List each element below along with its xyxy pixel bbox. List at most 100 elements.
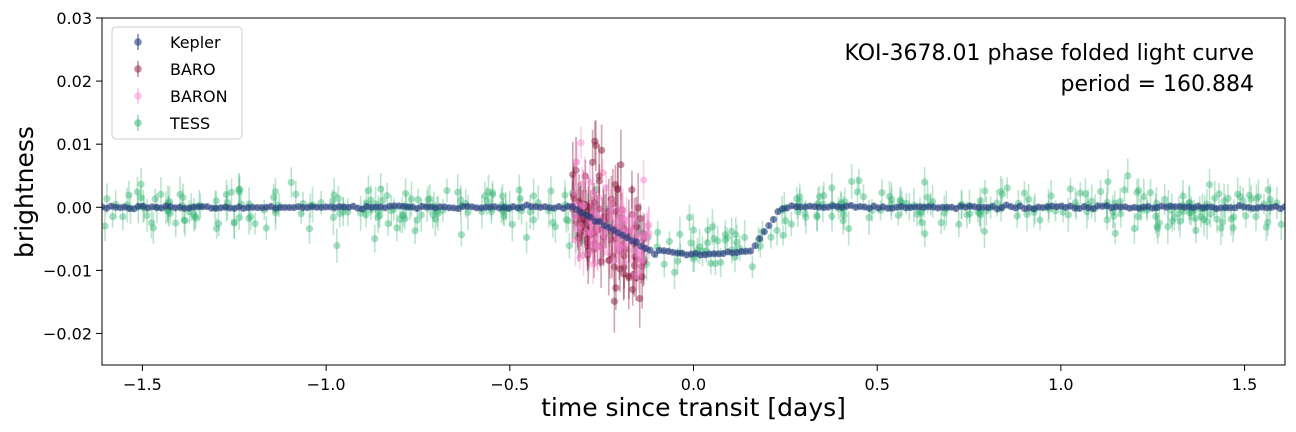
tess-data-point: [704, 226, 712, 234]
baron-data-point: [643, 223, 651, 231]
baron-data-point: [585, 248, 593, 257]
x-tick-label: −1.0: [307, 375, 346, 394]
tess-data-point: [1234, 190, 1242, 198]
baro-data-point: [616, 265, 624, 273]
baron-data-point: [589, 189, 598, 197]
baro-data-point: [631, 223, 639, 231]
tess-data-point: [828, 212, 836, 220]
tess-data-point: [813, 211, 821, 219]
chart-annotation-period: period = 160.884: [1061, 72, 1254, 97]
tess-data-point: [262, 224, 270, 232]
tess-data-point: [401, 215, 409, 223]
tess-data-point: [1230, 213, 1238, 221]
tess-data-point: [1130, 224, 1138, 233]
baro-data-point: [628, 210, 636, 219]
tess-data-point: [500, 212, 508, 220]
tess-data-point: [191, 212, 199, 221]
tess-data-point: [547, 187, 555, 195]
tess-data-point: [796, 193, 804, 201]
tess-data-point: [728, 227, 736, 236]
baro-data-point: [611, 235, 620, 243]
baro-data-point: [633, 255, 641, 264]
baro-data-point: [595, 172, 603, 180]
baron-data-point: [621, 241, 629, 250]
series-tess: [102, 158, 1285, 290]
baro-data-point: [606, 256, 614, 264]
baro-data-point: [630, 261, 639, 270]
y-axis: −0.02 −0.01 0.00 0.01 0.02 0.03: [43, 9, 102, 343]
tess-data-point: [143, 211, 151, 220]
baron-data-point: [577, 139, 585, 147]
tess-data-point: [1252, 194, 1261, 203]
baron-data-point: [591, 241, 599, 250]
tess-data-point: [756, 242, 764, 250]
baron-data-point: [606, 208, 615, 216]
x-tick-label: −0.5: [490, 375, 529, 394]
baron-data-point: [613, 217, 621, 225]
tess-data-point: [815, 192, 824, 201]
kepler-data-point: [1281, 203, 1285, 211]
kepler-data-point: [632, 238, 641, 246]
baron-data-point: [639, 256, 647, 265]
baron-data-point: [579, 251, 588, 259]
baron-data-point: [578, 180, 586, 188]
x-tick-label: −1.5: [123, 375, 162, 394]
tess-data-point: [454, 188, 462, 196]
baro-data-point: [617, 161, 625, 169]
tess-data-point: [723, 233, 731, 242]
tess-data-point: [1264, 186, 1272, 194]
tess-data-point: [230, 218, 238, 226]
baro-data-point: [581, 172, 589, 180]
tess-data-point: [1266, 195, 1274, 204]
tess-data-point: [1176, 217, 1184, 225]
tess-data-point: [887, 195, 896, 204]
tess-data-point: [710, 235, 718, 243]
y-tick-label: −0.02: [43, 324, 92, 343]
baron-data-point: [604, 248, 613, 257]
tess-data-point: [1140, 192, 1148, 201]
baro-data-point: [628, 186, 636, 194]
tess-data-point: [367, 196, 375, 204]
tess-data-point: [102, 222, 109, 230]
tess-data-point: [1264, 218, 1272, 226]
x-tick-label: 0.0: [681, 375, 706, 394]
tess-data-point: [1215, 190, 1223, 198]
baro-data-point: [614, 185, 622, 194]
tess-data-point: [1197, 212, 1205, 220]
tess-data-point: [515, 186, 523, 194]
tess-data-point: [1254, 193, 1263, 201]
tess-data-point: [333, 242, 341, 250]
tess-data-point: [855, 177, 863, 185]
tess-data-point: [1161, 195, 1169, 204]
series-kepler: [102, 201, 1285, 259]
baro-data-point: [582, 218, 590, 226]
tess-data-point: [192, 214, 200, 222]
tess-data-point: [172, 219, 180, 227]
tess-data-point: [839, 217, 847, 225]
baron-data-point: [639, 176, 648, 184]
baron-data-point: [623, 217, 631, 225]
tess-data-point: [119, 213, 127, 221]
tess-data-point: [1227, 215, 1235, 223]
tess-data-point: [137, 194, 145, 202]
tess-data-point: [137, 180, 145, 188]
baro-data-point: [599, 233, 608, 241]
tess-data-point: [181, 217, 189, 225]
kepler-data-point: [769, 215, 778, 224]
tess-data-point: [1153, 222, 1161, 231]
tess-data-point: [1020, 189, 1028, 197]
tess-data-point: [673, 257, 682, 265]
baron-data-point: [614, 246, 622, 254]
tess-data-point: [981, 187, 989, 195]
baro-data-point: [615, 246, 623, 255]
tess-data-point: [1155, 219, 1163, 227]
tess-data-point: [246, 212, 255, 221]
tess-data-point: [213, 224, 221, 233]
baron-data-point: [600, 231, 609, 239]
tess-data-point: [251, 220, 259, 228]
tess-data-point: [732, 231, 740, 239]
tess-data-point: [529, 216, 538, 224]
tess-data-point: [1120, 186, 1129, 194]
tess-data-point: [1025, 195, 1033, 203]
tess-data-point: [1220, 197, 1228, 205]
